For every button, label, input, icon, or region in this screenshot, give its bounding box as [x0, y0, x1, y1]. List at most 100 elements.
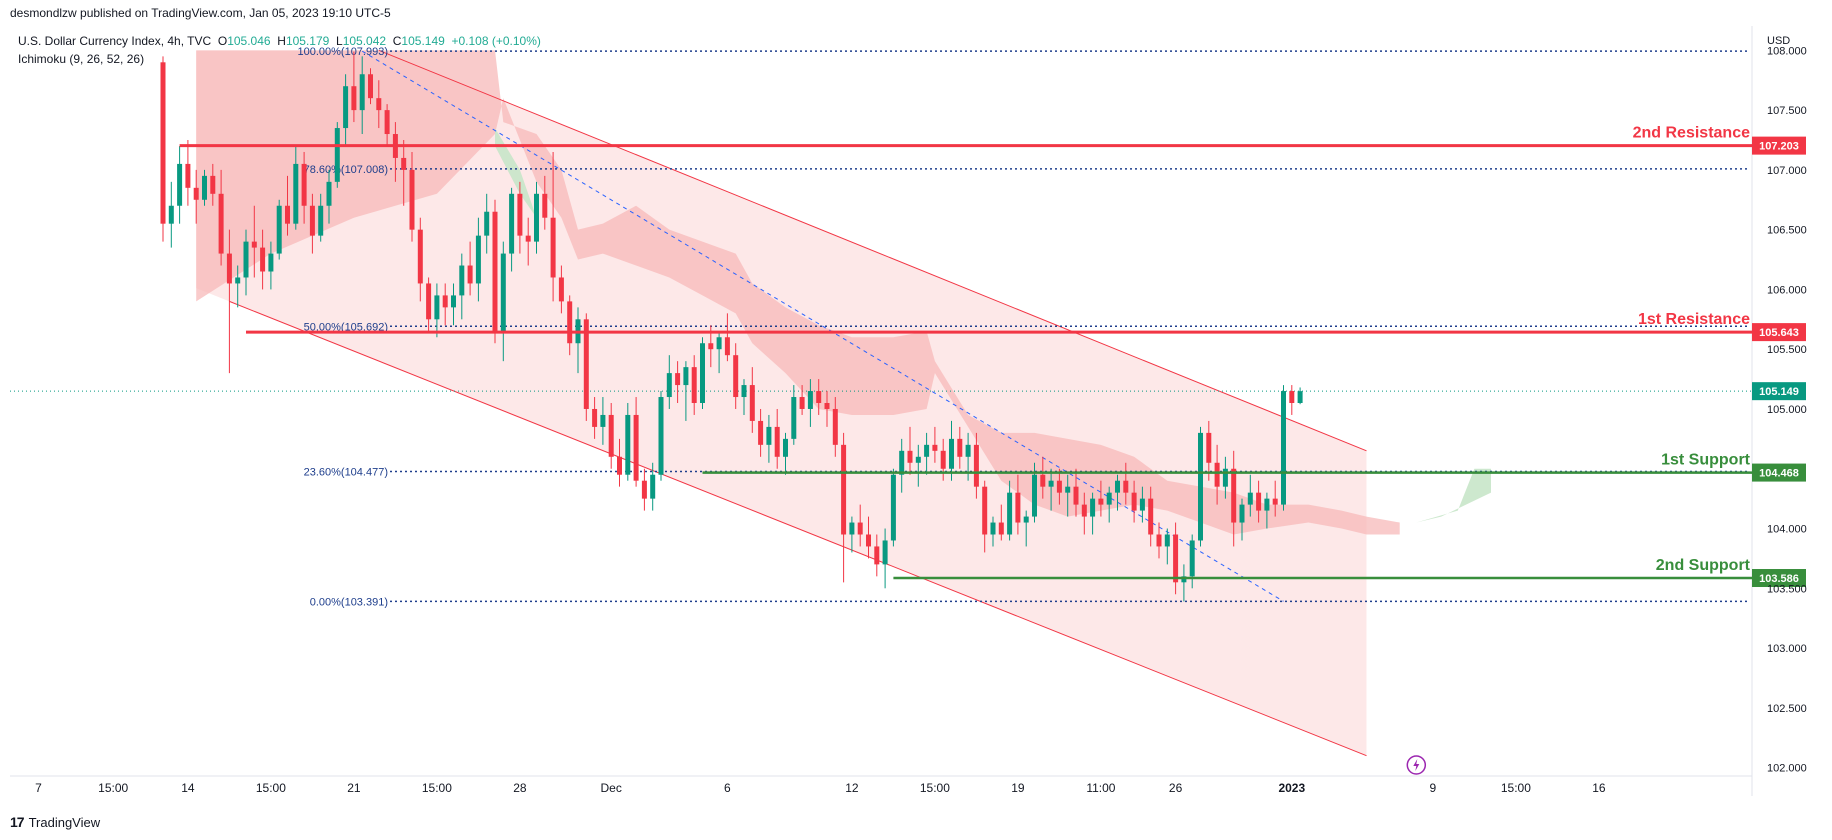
price-tag-label: 107.203 — [1759, 141, 1799, 153]
fib-level-label: 0.00%(103.391) — [310, 596, 388, 608]
candle-body — [882, 540, 888, 565]
candle-body — [1115, 480, 1120, 493]
candle-body — [459, 265, 465, 296]
candle-body — [799, 397, 805, 409]
candle-body — [749, 385, 755, 421]
candle-body — [384, 110, 390, 135]
x-tick-label: 12 — [845, 781, 859, 795]
x-tick-label: 15:00 — [422, 781, 452, 795]
fib-level-label: 23.60%(104.477) — [304, 466, 388, 478]
candle-body — [1247, 492, 1253, 505]
y-tick-label: 107.000 — [1767, 165, 1807, 177]
price-tag-bg — [1752, 323, 1806, 342]
candle-body — [807, 391, 813, 409]
x-tick-label: 15:00 — [1501, 781, 1531, 795]
candle-body — [226, 253, 232, 284]
candle-body — [1256, 492, 1262, 511]
candle-body — [816, 391, 822, 403]
candle-body — [1239, 504, 1245, 523]
candle-body — [484, 211, 490, 236]
candle-body — [1148, 498, 1154, 535]
indicator-legend[interactable]: Ichimoku (9, 26, 52, 26) — [18, 52, 145, 66]
ichimoku-cloud — [196, 50, 1400, 535]
y-tick-label: 107.500 — [1767, 105, 1807, 117]
candle-body — [235, 277, 241, 284]
candle-body — [1289, 391, 1295, 403]
candle-body — [1181, 576, 1187, 583]
candle-body — [733, 355, 739, 398]
lightning-icon-glyph — [1413, 759, 1420, 771]
x-tick-label: 16 — [1592, 781, 1606, 795]
candle-body — [567, 301, 573, 344]
candle-body — [1222, 468, 1228, 487]
candle-body — [641, 480, 647, 499]
candle-body — [417, 229, 423, 284]
candle-body — [434, 295, 440, 320]
fib-level-label: 100.00%(107.993) — [297, 46, 388, 58]
candle-body — [1090, 498, 1096, 517]
candle-body — [940, 450, 946, 469]
candle-body — [1189, 540, 1195, 577]
candle-body — [849, 522, 855, 535]
candle-body — [965, 444, 971, 457]
candle-body — [193, 187, 199, 200]
candle-body — [1040, 474, 1046, 487]
high-label: H — [277, 34, 286, 48]
candle-body — [1297, 391, 1303, 403]
candle-body — [1098, 498, 1104, 505]
candle-body — [583, 319, 589, 409]
candle-body — [1131, 492, 1137, 511]
candle-body — [276, 205, 282, 254]
x-tick-label: 6 — [724, 781, 731, 795]
candle-body — [1073, 486, 1079, 505]
candle-body — [1214, 462, 1220, 487]
current-price-tag-bg — [1752, 382, 1806, 401]
low-value: 105.042 — [342, 34, 387, 48]
y-tick-label: 105.000 — [1767, 404, 1807, 416]
candle-body — [592, 408, 598, 427]
current-price-tag: 105.149 — [1759, 386, 1799, 398]
x-tick-label: 15:00 — [256, 781, 286, 795]
candle-body — [658, 397, 664, 475]
candle-body — [758, 420, 764, 445]
candle-body — [517, 193, 523, 236]
y-tick-label: 108.000 — [1767, 45, 1807, 57]
candle-body — [1281, 391, 1286, 505]
lightning-icon[interactable] — [1406, 755, 1427, 775]
y-tick-label: 106.000 — [1767, 284, 1807, 296]
candle-body — [442, 295, 448, 308]
candle-body — [1272, 498, 1278, 505]
candle-body — [326, 181, 332, 206]
price-tag-label: 103.586 — [1759, 573, 1799, 585]
candle-body — [293, 163, 299, 224]
candle-body — [160, 62, 166, 224]
symbol-name[interactable]: U.S. Dollar Currency Index, 4h, TVC — [18, 34, 212, 48]
candle-body — [368, 74, 373, 99]
tradingview-brand[interactable]: 17 TradingView — [10, 814, 100, 830]
change-value: +0.108 (+0.10%) — [451, 34, 541, 48]
candle-body — [185, 163, 191, 188]
candle-body — [932, 444, 938, 451]
candle-body — [1056, 480, 1062, 493]
x-tick-label: 19 — [1011, 781, 1025, 795]
candle-body — [1007, 492, 1013, 535]
candle-body — [1123, 480, 1129, 493]
candle-body — [1139, 498, 1145, 511]
candle-body — [973, 444, 979, 487]
level-label: 1st Resistance — [1638, 311, 1750, 328]
x-tick-label: 28 — [513, 781, 527, 795]
candle-body — [600, 414, 606, 427]
candle-body — [766, 426, 772, 445]
candle-body — [260, 247, 266, 272]
candle-body — [683, 367, 689, 386]
candle-body — [633, 414, 639, 481]
channel-upper-line — [378, 49, 1367, 452]
level-label: 2nd Support — [1656, 557, 1751, 574]
open-label: O — [217, 34, 228, 48]
price-chart[interactable]: 100.00%(107.993) 78.60%(107.008) 50.00%(10… — [0, 0, 1832, 800]
symbol-legend: U.S. Dollar Currency Index, 4h, TVC O 105… — [18, 34, 541, 48]
candle-body — [359, 74, 365, 111]
x-tick-label: 7 — [35, 781, 42, 795]
y-tick-label: 103.500 — [1767, 583, 1807, 595]
